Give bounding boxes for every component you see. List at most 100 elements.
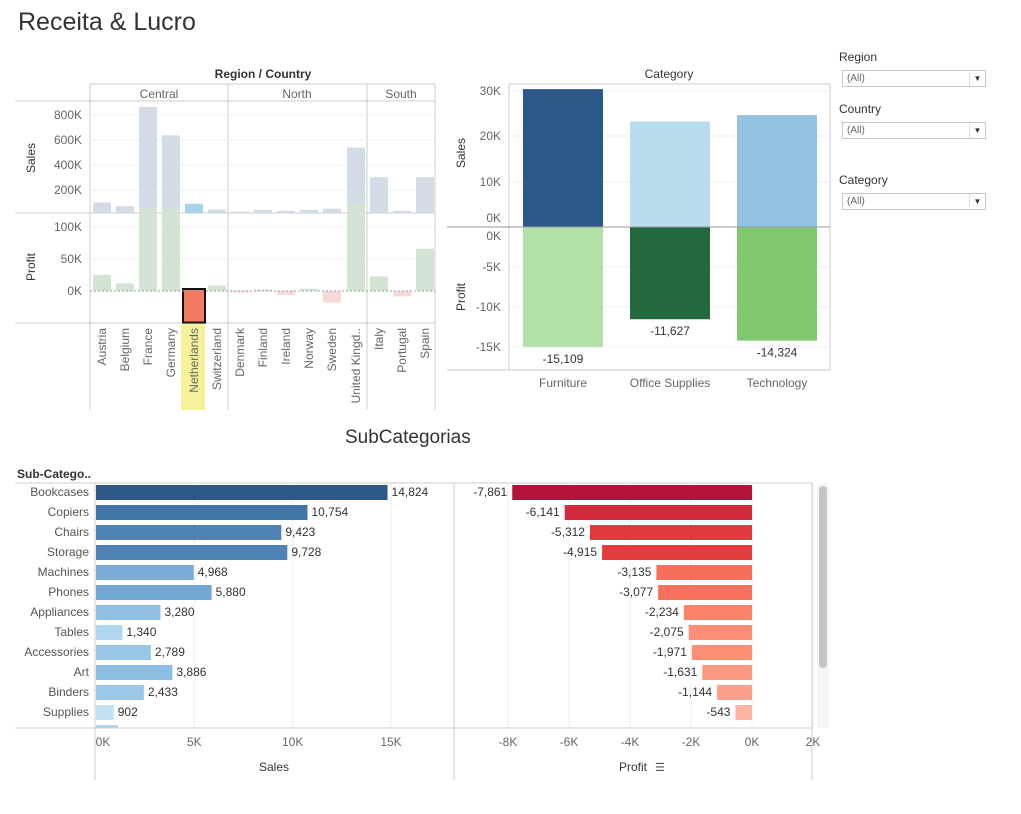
sales-bar[interactable]: [416, 177, 434, 213]
subcategory-label[interactable]: Bookcases: [30, 485, 89, 499]
country-filter-value: (All): [847, 125, 865, 136]
country-label[interactable]: Denmark: [233, 327, 247, 377]
profit-bar[interactable]: [589, 525, 752, 540]
chevron-down-icon[interactable]: ▼: [969, 194, 985, 209]
sales-bar[interactable]: [96, 585, 212, 600]
sales-bar[interactable]: [96, 645, 151, 660]
scrollbar-thumb[interactable]: [819, 486, 827, 668]
subcategory-label[interactable]: Phones: [48, 585, 89, 599]
profit-bar[interactable]: [691, 645, 752, 660]
sales-bar[interactable]: [254, 209, 272, 213]
subcategory-label[interactable]: Supplies: [43, 705, 89, 719]
country-label[interactable]: Sweden: [325, 328, 339, 371]
country-label[interactable]: Spain: [418, 328, 432, 359]
subcategory-label[interactable]: Copiers: [48, 505, 89, 519]
subcategory-label[interactable]: Tables: [54, 625, 89, 639]
country-label[interactable]: Netherlands: [187, 328, 201, 393]
sales-bar[interactable]: [96, 685, 144, 700]
country-label[interactable]: Norway: [302, 328, 316, 369]
country-label[interactable]: Italy: [372, 328, 386, 350]
profit-bar[interactable]: [370, 276, 388, 291]
country-label[interactable]: Austria: [95, 328, 109, 366]
profit-bar[interactable]: [254, 289, 272, 291]
sales-bar[interactable]: [185, 203, 203, 213]
profit-bar[interactable]: [512, 485, 752, 500]
profit-bar[interactable]: [139, 207, 157, 291]
country-label[interactable]: Ireland: [279, 328, 293, 365]
country-label[interactable]: Germany: [164, 328, 178, 377]
profit-bar[interactable]: [347, 203, 365, 291]
profit-bar[interactable]: [702, 665, 752, 680]
region-filter-select[interactable]: (All) ▼: [842, 70, 986, 87]
profit-bar[interactable]: [277, 291, 295, 295]
profit-bar[interactable]: [231, 291, 249, 293]
sales-bar[interactable]: [116, 206, 134, 213]
profit-bar[interactable]: [735, 705, 752, 720]
sales-bar[interactable]: [96, 525, 282, 540]
category-filter-select[interactable]: (All) ▼: [842, 193, 986, 210]
subcategory-label[interactable]: Storage: [47, 545, 89, 559]
profit-bar[interactable]: [630, 227, 710, 320]
subcategory-label[interactable]: Machines: [38, 565, 89, 579]
sales-bar[interactable]: [630, 121, 710, 227]
sales-bar[interactable]: [277, 210, 295, 213]
profit-bar[interactable]: [208, 285, 226, 291]
profit-bar[interactable]: [323, 291, 341, 303]
region-header: Central: [140, 87, 179, 101]
sales-bar[interactable]: [300, 209, 318, 213]
profit-bar[interactable]: [182, 288, 206, 324]
sales-bar[interactable]: [323, 208, 341, 213]
profit-bar[interactable]: [564, 505, 752, 520]
sales-bar[interactable]: [96, 505, 308, 520]
country-filter-select[interactable]: (All) ▼: [842, 122, 986, 139]
subcategory-label[interactable]: Accessories: [24, 645, 89, 659]
sales-bar[interactable]: [96, 665, 173, 680]
subcategory-label[interactable]: Chairs: [54, 525, 89, 539]
subcategory-label[interactable]: Art: [74, 665, 90, 679]
sales-bar[interactable]: [96, 485, 388, 500]
country-label[interactable]: Belgium: [118, 328, 132, 371]
sales-bar[interactable]: [208, 209, 226, 213]
sales-bar[interactable]: [96, 605, 161, 620]
sort-icon[interactable]: ☰: [655, 762, 665, 774]
sales-bar[interactable]: [96, 565, 194, 580]
sales-bar[interactable]: [96, 705, 114, 720]
sales-bar[interactable]: [231, 211, 249, 213]
sales-bar[interactable]: [139, 106, 157, 213]
category-label[interactable]: Furniture: [539, 376, 587, 390]
profit-bar[interactable]: [688, 625, 752, 640]
profit-bar[interactable]: [93, 274, 111, 291]
subcategory-label[interactable]: Binders: [48, 685, 89, 699]
chevron-down-icon[interactable]: ▼: [969, 71, 985, 86]
profit-bar[interactable]: [116, 283, 134, 291]
profit-bar[interactable]: [737, 227, 817, 341]
sales-bar[interactable]: [347, 147, 365, 213]
country-label[interactable]: Switzerland: [210, 328, 224, 390]
country-label[interactable]: United Kingd..: [349, 328, 363, 403]
sales-bar[interactable]: [370, 177, 388, 213]
profit-bar[interactable]: [393, 291, 411, 297]
profit-bar[interactable]: [416, 248, 434, 291]
profit-bar[interactable]: [602, 545, 752, 560]
profit-bar[interactable]: [656, 565, 752, 580]
country-label[interactable]: Finland: [256, 328, 270, 367]
profit-bar[interactable]: [658, 585, 752, 600]
subcategory-label[interactable]: Appliances: [30, 605, 89, 619]
sales-bar[interactable]: [737, 115, 817, 227]
sales-bar[interactable]: [162, 135, 180, 213]
country-label[interactable]: Portugal: [395, 328, 409, 373]
sales-bar[interactable]: [393, 210, 411, 213]
category-label[interactable]: Technology: [747, 376, 808, 390]
profit-bar[interactable]: [300, 288, 318, 291]
sales-bar[interactable]: [96, 545, 288, 560]
chevron-down-icon[interactable]: ▼: [969, 123, 985, 138]
profit-bar[interactable]: [523, 227, 603, 347]
sales-bar[interactable]: [523, 89, 603, 227]
profit-bar[interactable]: [162, 208, 180, 291]
profit-bar[interactable]: [683, 605, 752, 620]
profit-bar[interactable]: [717, 685, 752, 700]
sales-bar[interactable]: [96, 625, 123, 640]
category-label[interactable]: Office Supplies: [630, 376, 711, 390]
country-label[interactable]: France: [141, 328, 155, 366]
sales-bar[interactable]: [93, 202, 111, 213]
